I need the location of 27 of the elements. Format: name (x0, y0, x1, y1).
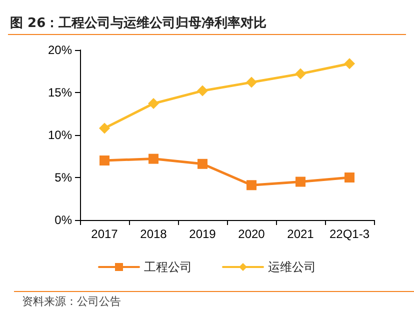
point (198, 158, 208, 169)
point (246, 76, 257, 88)
point (99, 122, 110, 134)
point (100, 156, 110, 166)
point (148, 98, 159, 110)
point (246, 180, 256, 190)
point (344, 172, 354, 182)
point (148, 154, 158, 164)
point (344, 58, 355, 70)
point (296, 176, 306, 187)
chart-title: 图 26：工程公司与运维公司归母净利率对比 (10, 14, 267, 32)
x-tick-label: 2017 (91, 227, 118, 241)
x-tick-label: 2020 (238, 227, 266, 241)
x-tick-label: 22Q1-3 (329, 227, 370, 241)
legend-label: 运维公司 (268, 260, 316, 274)
y-tick-label: 5% (54, 170, 72, 184)
x-tick-label: 2019 (189, 227, 216, 241)
x-tick-label: 2018 (140, 227, 168, 241)
y-tick-label: 0% (54, 213, 72, 227)
point (197, 85, 208, 96)
y-tick-label: 20% (48, 43, 72, 57)
x-tick-label: 2021 (287, 227, 314, 241)
legend-label: 工程公司 (144, 260, 192, 274)
point (295, 68, 306, 80)
y-tick-label: 15% (48, 86, 72, 100)
text: 资料来源：公司公告 (22, 294, 121, 309)
y-tick-label: 10% (48, 128, 72, 142)
